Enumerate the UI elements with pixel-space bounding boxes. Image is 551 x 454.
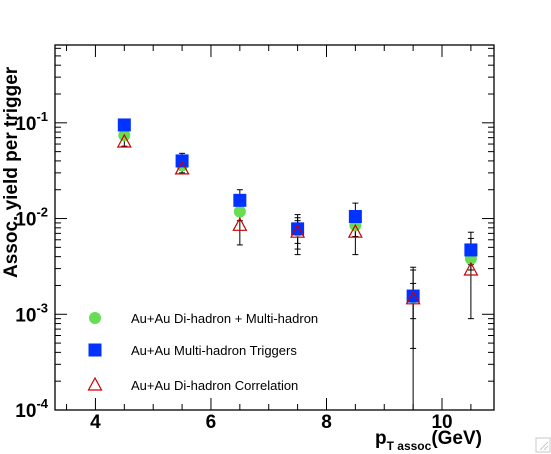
legend-item: Au+Au Di-hadron Correlation (87, 376, 298, 393)
data-series (116, 118, 479, 411)
data-point (347, 223, 363, 238)
y-tick-label-exponent: -4 (36, 396, 48, 411)
data-point (464, 243, 478, 257)
y-tick-label-base: 10 (15, 210, 36, 231)
data-point (117, 118, 131, 132)
x-tick-label: 6 (206, 412, 217, 433)
legend: Au+Au Di-hadron + Multi-hadron Au+Au Mult… (87, 311, 318, 393)
legend-label: Au+Au Di-hadron + Multi-hadron (131, 311, 318, 326)
y-tick-label: 10-2 (15, 205, 48, 231)
y-tick-label-exponent: -3 (36, 300, 48, 315)
data-point (233, 193, 247, 207)
legend-item: Au+Au Multi-hadron Triggers (88, 343, 297, 358)
series-3 (121, 137, 474, 411)
x-axis-title-unit: (GeV) (431, 428, 482, 449)
x-axis-title-main: p (375, 428, 387, 449)
legend-item: Au+Au Di-hadron + Multi-hadron (89, 311, 318, 326)
legend-marker (87, 376, 103, 391)
data-point (463, 261, 479, 276)
data-point (348, 210, 362, 224)
resize-handle-icon[interactable] (535, 437, 551, 453)
x-tick-label: 4 (90, 412, 101, 433)
y-tick-label-exponent: -2 (36, 205, 48, 220)
series-3-markers (116, 133, 479, 305)
y-tick-label-exponent: -1 (36, 109, 48, 124)
y-tick-label: 10-1 (15, 109, 48, 135)
data-point (116, 133, 132, 148)
x-axis-title-subscript: T assoc (387, 439, 432, 453)
x-tick-label: 8 (321, 412, 332, 433)
y-axis-ticks: 10-110-210-310-4 (15, 47, 494, 422)
series-2-markers (117, 118, 478, 303)
legend-label: Au+Au Multi-hadron Triggers (131, 343, 297, 358)
data-point (233, 205, 246, 218)
data-point (232, 217, 248, 231)
data-point (290, 223, 306, 238)
y-tick-label-base: 10 (15, 305, 36, 326)
y-tick-label-base: 10 (15, 114, 36, 135)
data-point (405, 290, 421, 305)
y-tick-label: 10-3 (15, 300, 48, 326)
legend-marker (88, 343, 102, 357)
legend-label: Au+Au Di-hadron Correlation (131, 378, 298, 393)
data-point (406, 289, 420, 303)
x-axis-ticks: 4 6 8 10 (66, 45, 472, 433)
y-tick-label: 10-4 (15, 396, 48, 422)
x-axis-title: pT assoc(GeV) (375, 428, 482, 453)
y-tick-label-base: 10 (15, 401, 36, 422)
data-point (174, 160, 190, 175)
x-tick-label: 10 (431, 412, 452, 433)
legend-marker (89, 312, 101, 324)
y-axis-title: Assoc. yield per trigger (1, 66, 22, 278)
